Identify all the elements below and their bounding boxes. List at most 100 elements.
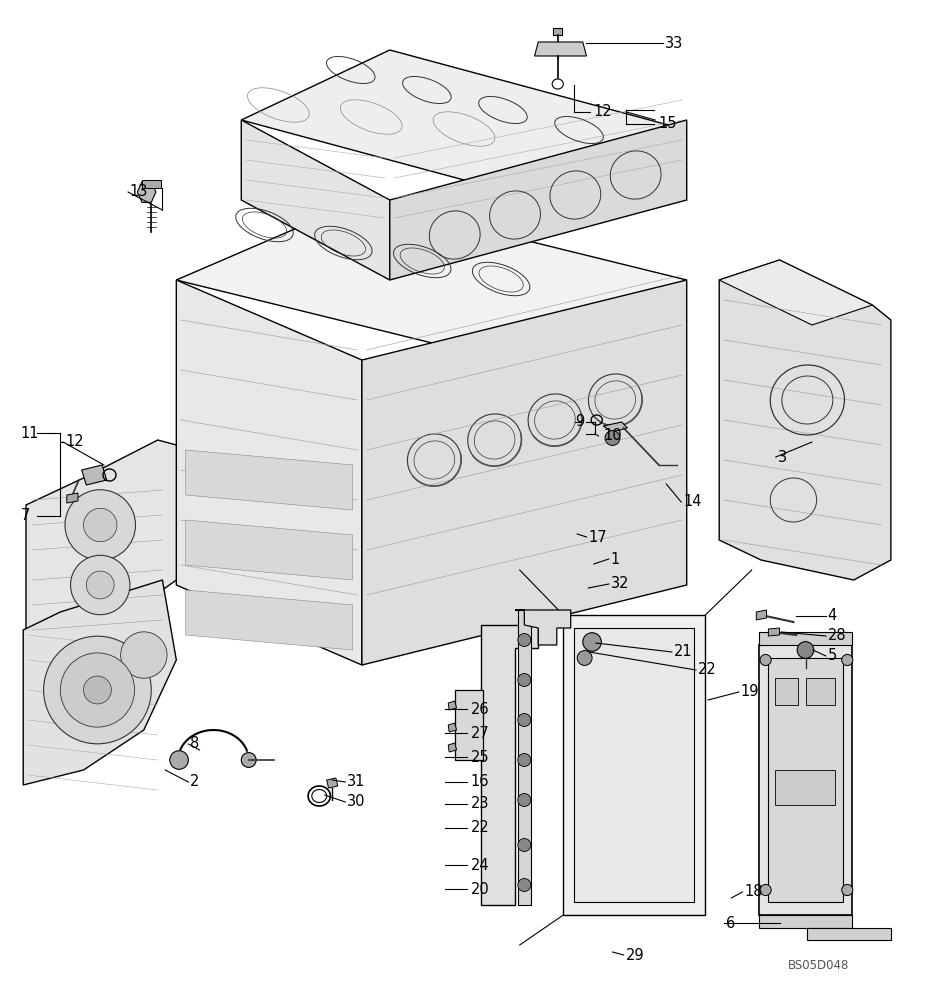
Polygon shape bbox=[176, 200, 686, 360]
Text: 4: 4 bbox=[827, 608, 836, 624]
Polygon shape bbox=[241, 50, 686, 200]
Circle shape bbox=[517, 794, 530, 806]
Text: 13: 13 bbox=[130, 184, 148, 200]
Polygon shape bbox=[718, 260, 871, 325]
Circle shape bbox=[65, 490, 135, 560]
Text: 19: 19 bbox=[740, 684, 758, 700]
Circle shape bbox=[577, 651, 591, 665]
Circle shape bbox=[60, 653, 134, 727]
Polygon shape bbox=[389, 120, 686, 280]
Text: 28: 28 bbox=[827, 629, 845, 644]
Polygon shape bbox=[82, 465, 107, 485]
Polygon shape bbox=[534, 42, 586, 56]
Text: 33: 33 bbox=[664, 35, 682, 50]
Circle shape bbox=[517, 714, 530, 726]
Polygon shape bbox=[573, 628, 693, 902]
Polygon shape bbox=[563, 615, 705, 915]
Circle shape bbox=[83, 508, 117, 542]
Polygon shape bbox=[758, 645, 851, 915]
Circle shape bbox=[604, 431, 619, 445]
Text: 14: 14 bbox=[682, 494, 701, 510]
Text: 10: 10 bbox=[603, 428, 621, 444]
Polygon shape bbox=[185, 520, 352, 580]
Polygon shape bbox=[448, 701, 456, 710]
Text: 32: 32 bbox=[610, 576, 629, 591]
Polygon shape bbox=[805, 678, 834, 705]
Polygon shape bbox=[67, 493, 78, 503]
Polygon shape bbox=[480, 625, 538, 905]
Circle shape bbox=[841, 654, 852, 666]
Text: 22: 22 bbox=[697, 662, 716, 678]
Polygon shape bbox=[142, 180, 160, 188]
Text: 12: 12 bbox=[593, 104, 612, 119]
Text: 2: 2 bbox=[190, 774, 199, 790]
Polygon shape bbox=[758, 915, 851, 928]
Circle shape bbox=[241, 753, 256, 767]
Text: 6: 6 bbox=[725, 916, 734, 930]
Text: 12: 12 bbox=[65, 434, 83, 450]
Polygon shape bbox=[758, 632, 851, 645]
Circle shape bbox=[83, 676, 111, 704]
Polygon shape bbox=[23, 580, 176, 785]
Text: 26: 26 bbox=[470, 702, 489, 716]
Polygon shape bbox=[768, 658, 842, 902]
Circle shape bbox=[517, 754, 530, 766]
Circle shape bbox=[759, 884, 770, 896]
Polygon shape bbox=[26, 440, 176, 638]
Polygon shape bbox=[454, 690, 482, 760]
Circle shape bbox=[44, 636, 151, 744]
Text: 21: 21 bbox=[673, 645, 692, 660]
Text: 31: 31 bbox=[347, 774, 365, 790]
Text: 24: 24 bbox=[470, 857, 489, 872]
Circle shape bbox=[86, 571, 114, 599]
Polygon shape bbox=[326, 778, 337, 788]
Text: 18: 18 bbox=[743, 884, 762, 900]
Circle shape bbox=[517, 879, 530, 891]
Text: 9: 9 bbox=[575, 414, 584, 430]
Polygon shape bbox=[176, 280, 362, 665]
Polygon shape bbox=[185, 590, 352, 650]
Polygon shape bbox=[718, 260, 890, 580]
Polygon shape bbox=[774, 770, 834, 805]
Text: 22: 22 bbox=[470, 820, 489, 836]
Circle shape bbox=[759, 654, 770, 666]
Text: 29: 29 bbox=[625, 948, 643, 962]
Circle shape bbox=[121, 632, 167, 678]
Circle shape bbox=[70, 555, 130, 615]
Circle shape bbox=[841, 884, 852, 896]
Text: 25: 25 bbox=[470, 750, 489, 764]
Polygon shape bbox=[768, 628, 779, 636]
Text: 23: 23 bbox=[470, 796, 489, 812]
Polygon shape bbox=[137, 182, 156, 202]
Text: 20: 20 bbox=[470, 882, 489, 896]
Text: 8: 8 bbox=[190, 736, 199, 752]
Polygon shape bbox=[185, 450, 352, 510]
Text: 11: 11 bbox=[20, 426, 39, 440]
Polygon shape bbox=[552, 28, 562, 35]
Text: 27: 27 bbox=[470, 726, 489, 740]
Polygon shape bbox=[362, 280, 686, 665]
Polygon shape bbox=[448, 723, 456, 732]
Polygon shape bbox=[517, 610, 530, 905]
Polygon shape bbox=[241, 120, 389, 280]
Circle shape bbox=[796, 642, 813, 658]
Circle shape bbox=[582, 633, 601, 651]
Text: 16: 16 bbox=[470, 774, 489, 790]
Text: 1: 1 bbox=[610, 552, 619, 566]
Text: 30: 30 bbox=[347, 794, 365, 810]
Text: 5: 5 bbox=[827, 648, 836, 664]
Text: BS05D048: BS05D048 bbox=[787, 959, 848, 972]
Polygon shape bbox=[774, 678, 797, 705]
Text: 17: 17 bbox=[588, 530, 606, 544]
Polygon shape bbox=[756, 610, 766, 620]
Polygon shape bbox=[514, 610, 570, 645]
Circle shape bbox=[517, 674, 530, 686]
Text: 15: 15 bbox=[658, 116, 677, 131]
Circle shape bbox=[517, 839, 530, 851]
Circle shape bbox=[170, 751, 188, 769]
Text: 7: 7 bbox=[20, 508, 30, 524]
Circle shape bbox=[517, 634, 530, 646]
Polygon shape bbox=[603, 422, 627, 432]
Polygon shape bbox=[448, 743, 456, 752]
Text: 3: 3 bbox=[777, 450, 786, 464]
